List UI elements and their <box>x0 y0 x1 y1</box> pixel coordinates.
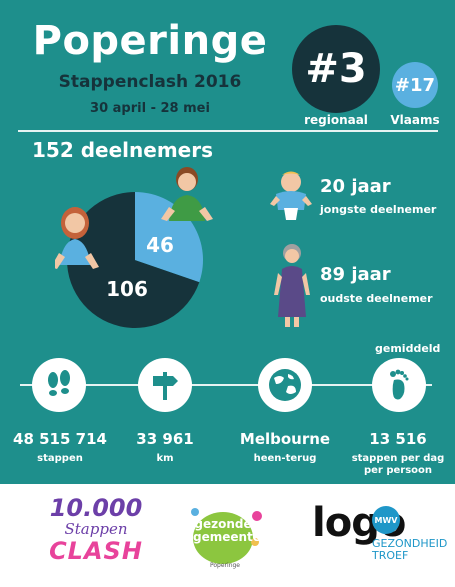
stat-steps-label: stappen <box>37 453 83 464</box>
logo2-line3: Poperinge <box>209 562 240 569</box>
page-subtitle: Stappenclash 2016 <box>58 72 242 92</box>
regional-rank-label: regionaal <box>304 113 368 127</box>
flemish-rank-label: Vlaams <box>390 113 440 127</box>
woman-figure-icon <box>55 207 99 269</box>
stats-line <box>20 384 432 386</box>
participants-pie: 106 46 <box>55 167 213 328</box>
stat-daily-label-line1: stappen per dag <box>351 453 445 464</box>
logo1-stappen: Stappen <box>64 520 128 538</box>
logo1-number: 10.000 <box>49 494 143 522</box>
stat-destination-value: Melbourne <box>239 430 331 448</box>
flemish-rank-value: #17 <box>394 74 436 96</box>
foot-icon <box>372 358 426 412</box>
average-label: gemiddeld <box>375 342 441 355</box>
stat-daily-value: 13 516 <box>369 430 427 448</box>
regional-rank-value: #3 <box>305 46 367 92</box>
globe-icon <box>258 358 312 412</box>
flemish-rank-badge: #17 <box>392 62 438 108</box>
stat-daily-label-line2: per persoon <box>363 465 433 476</box>
stappenclash-logo: 10.000 Stappen CLASH <box>40 496 152 574</box>
stat-daily-label: stappen per dag per persoon <box>346 453 450 477</box>
logo3-line1: GEZONDHEID <box>372 537 448 550</box>
man-figure-icon <box>161 167 213 221</box>
stat-km-value: 33 961 <box>136 430 194 448</box>
page-title: Poperinge <box>32 18 268 64</box>
footprints-icon <box>32 358 86 412</box>
date-range: 30 april - 28 mei <box>90 101 210 116</box>
logo-gezondheid-troef: logo MWV GEZONDHEID TROEF <box>312 500 447 574</box>
participants-total: 152 deelnemers <box>32 138 213 162</box>
logo1-clash: CLASH <box>49 537 143 565</box>
regional-rank-badge: #3 <box>292 25 380 113</box>
youngest-label: jongste deelnemer <box>320 203 437 216</box>
baby-icon <box>270 171 312 220</box>
signpost-icon <box>138 358 192 412</box>
oldest-age: 89 jaar <box>320 264 391 285</box>
elderly-woman-icon <box>274 244 310 327</box>
logo2-line1: gezonde <box>194 517 252 531</box>
stat-km-label: km <box>156 453 174 464</box>
youngest-age: 20 jaar <box>320 176 391 197</box>
pie-slice-group <box>135 192 203 283</box>
pie-label-46: 46 <box>146 233 174 257</box>
pie-slice-other <box>67 192 200 328</box>
logo3-line2: TROEF <box>372 549 409 562</box>
gezonde-gemeente-logo: gezonde gemeente Poperinge <box>185 498 265 572</box>
stat-steps-value: 48 515 714 <box>13 430 107 448</box>
stat-destination-label: heen-terug <box>253 453 317 464</box>
logo2-line2: gemeente <box>193 530 261 544</box>
oldest-label: oudste deelnemer <box>320 292 433 305</box>
sponsor-footer: 10.000 Stappen CLASH gezonde gemeente Po… <box>0 484 455 587</box>
logo3-badge: MWV <box>372 506 400 534</box>
pie-label-106: 106 <box>106 277 148 301</box>
header-divider <box>18 130 438 132</box>
